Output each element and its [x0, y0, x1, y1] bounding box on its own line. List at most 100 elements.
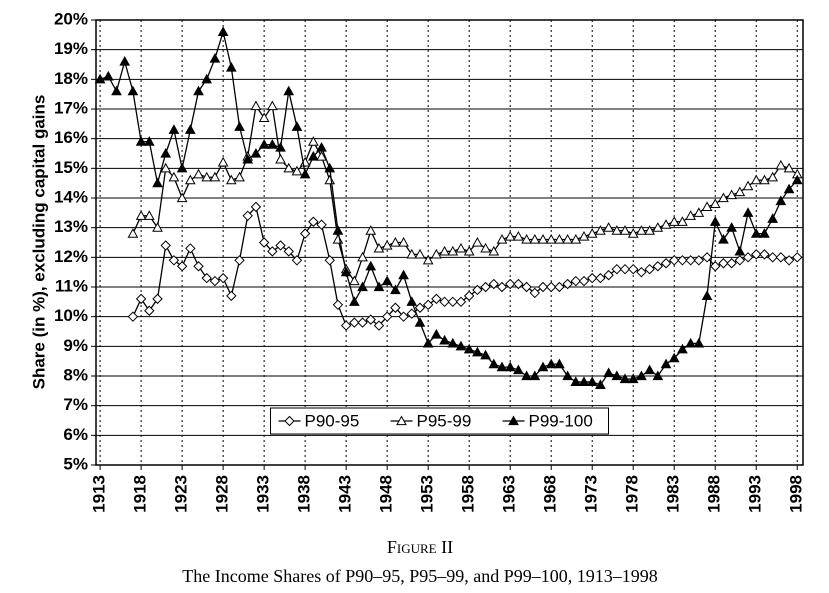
marker — [791, 174, 803, 185]
marker — [455, 340, 467, 351]
marker — [636, 370, 647, 381]
marker — [578, 376, 590, 387]
marker — [480, 242, 491, 253]
marker — [636, 225, 647, 235]
marker — [472, 284, 483, 296]
marker — [783, 255, 795, 266]
marker — [422, 299, 434, 311]
y-tick-label: 16% — [54, 128, 88, 147]
marker — [349, 317, 360, 328]
marker — [291, 255, 303, 266]
x-tick-label: 1973 — [582, 475, 601, 513]
marker — [381, 239, 393, 250]
marker — [324, 162, 336, 173]
legend-marker — [508, 415, 519, 426]
marker — [677, 216, 688, 226]
marker — [792, 252, 803, 263]
marker — [308, 216, 319, 227]
marker — [726, 189, 737, 200]
marker — [168, 171, 180, 182]
marker — [496, 281, 508, 293]
marker — [143, 210, 155, 220]
marker — [496, 234, 508, 244]
marker — [463, 245, 475, 256]
marker — [545, 281, 557, 293]
marker — [373, 242, 385, 253]
marker — [668, 216, 680, 226]
y-tick-label: 7% — [63, 395, 88, 414]
marker — [250, 147, 262, 158]
marker — [250, 100, 262, 111]
marker — [742, 207, 754, 217]
marker — [431, 248, 442, 259]
marker — [193, 85, 204, 96]
marker — [759, 228, 770, 238]
marker — [332, 225, 344, 235]
figure-label: Figure II — [387, 537, 453, 557]
marker — [775, 252, 787, 263]
marker — [660, 358, 672, 369]
marker — [373, 281, 385, 292]
marker — [570, 234, 582, 244]
marker — [193, 168, 204, 179]
marker — [562, 234, 573, 244]
marker — [127, 228, 139, 238]
marker — [373, 320, 385, 331]
marker — [250, 201, 262, 213]
y-tick-label: 9% — [63, 336, 88, 355]
marker — [660, 258, 672, 269]
marker — [439, 296, 450, 308]
marker — [176, 162, 188, 173]
marker — [513, 364, 524, 375]
marker — [275, 153, 286, 164]
marker — [119, 56, 131, 66]
marker — [283, 162, 295, 173]
marker — [710, 261, 721, 272]
marker — [677, 255, 688, 266]
x-tick-label: 1928 — [213, 475, 232, 513]
marker — [209, 53, 221, 63]
marker — [513, 231, 524, 241]
marker — [504, 278, 516, 290]
marker — [611, 370, 623, 381]
marker — [349, 275, 360, 286]
series-line — [132, 205, 798, 327]
marker — [595, 379, 606, 389]
y-tick-label: 8% — [63, 365, 88, 384]
y-tick-label: 18% — [54, 69, 88, 88]
marker — [587, 272, 598, 284]
marker — [135, 293, 147, 305]
marker — [685, 255, 696, 266]
marker — [734, 255, 746, 266]
marker — [734, 186, 746, 197]
marker — [439, 334, 450, 345]
marker — [299, 168, 311, 179]
marker — [168, 255, 180, 266]
marker — [578, 275, 590, 287]
marker — [184, 174, 196, 185]
marker — [340, 320, 352, 331]
y-tick-label: 15% — [54, 158, 88, 177]
marker — [554, 281, 565, 293]
marker — [759, 174, 770, 185]
marker — [431, 293, 442, 305]
marker — [258, 139, 270, 149]
marker — [726, 258, 737, 269]
x-tick-label: 1933 — [254, 475, 273, 513]
legend-marker — [284, 415, 295, 427]
marker — [447, 337, 459, 348]
marker — [414, 302, 426, 313]
series-line — [99, 29, 798, 386]
marker — [299, 228, 311, 239]
marker — [783, 183, 795, 194]
y-tick-label: 6% — [63, 425, 88, 444]
marker — [414, 248, 426, 259]
marker — [775, 159, 787, 170]
x-tick-label: 1993 — [746, 475, 765, 513]
marker — [554, 234, 565, 244]
marker — [357, 251, 368, 262]
marker — [463, 290, 475, 302]
marker — [144, 305, 155, 316]
marker — [439, 245, 450, 256]
x-tick-label: 1998 — [787, 475, 806, 513]
